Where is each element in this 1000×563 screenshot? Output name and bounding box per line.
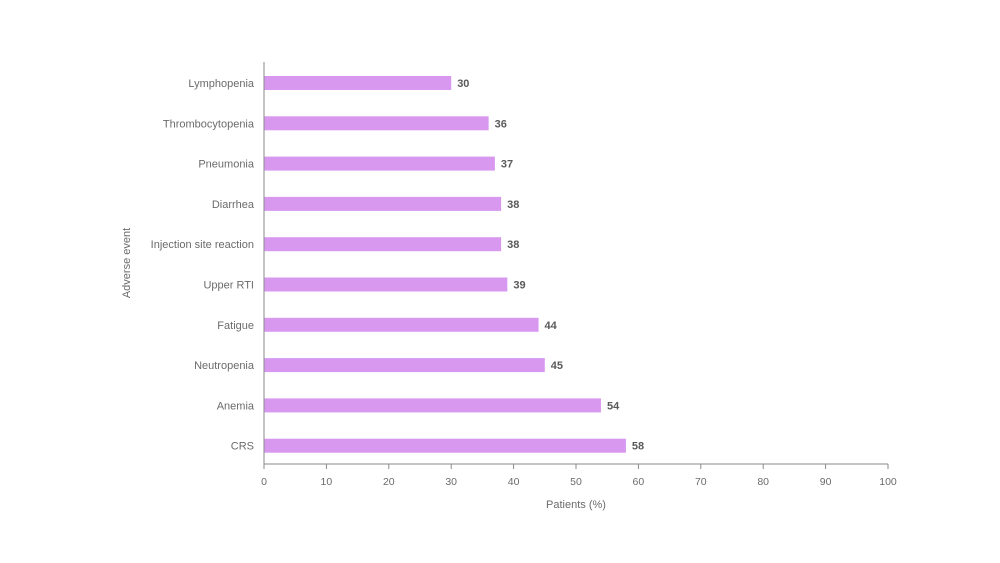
bar (264, 398, 601, 413)
data-label: 44 (545, 320, 558, 332)
y-axis-title: Adverse event (121, 228, 133, 298)
x-axis-title: Patients (%) (546, 499, 606, 511)
category-label: Upper RTI (203, 280, 254, 292)
category-label: Injection site reaction (151, 239, 254, 251)
category-label: CRS (231, 441, 254, 453)
data-label: 37 (501, 159, 513, 171)
category-labels: Lymphopenia Thrombocytopenia Pneumonia Diar… (151, 78, 255, 453)
category-label: Neutropenia (194, 360, 255, 372)
x-tick-label: 100 (879, 476, 897, 488)
bar (264, 116, 489, 131)
data-label: 54 (607, 400, 620, 412)
data-label: 58 (632, 441, 644, 453)
bar (264, 277, 508, 292)
x-tick-label: 70 (695, 476, 707, 488)
bar (264, 237, 502, 252)
x-tick-label: 50 (570, 476, 582, 488)
category-label: Anemia (217, 400, 255, 412)
data-label: 39 (513, 280, 525, 292)
category-label: Thrombocytopenia (163, 118, 255, 130)
bar (264, 76, 452, 90)
x-tick-label: 0 (261, 476, 267, 488)
x-tick-label: 80 (757, 476, 769, 488)
data-label: 30 (457, 78, 469, 90)
bar (264, 196, 502, 211)
category-label: Pneumonia (198, 159, 255, 171)
category-label: Fatigue (217, 320, 254, 332)
x-tick-label: 60 (633, 476, 645, 488)
category-label: Lymphopenia (188, 78, 255, 90)
data-label: 38 (507, 239, 519, 251)
bars-group (264, 76, 626, 453)
x-tick-label: 30 (445, 476, 457, 488)
data-labels: 30 36 37 38 38 39 44 45 54 58 (457, 78, 644, 453)
data-label: 45 (551, 360, 563, 372)
x-tick-label: 10 (321, 476, 333, 488)
bar (264, 438, 626, 453)
bar (264, 358, 545, 373)
x-axis-ticks: 0 10 20 30 40 50 60 70 80 90 100 (261, 464, 897, 488)
x-tick-label: 40 (508, 476, 520, 488)
bar (264, 317, 539, 332)
data-label: 36 (495, 118, 507, 130)
data-label: 38 (507, 199, 519, 211)
category-label: Diarrhea (212, 199, 255, 211)
x-tick-label: 90 (820, 476, 832, 488)
x-tick-label: 20 (383, 476, 395, 488)
bar (264, 156, 495, 171)
